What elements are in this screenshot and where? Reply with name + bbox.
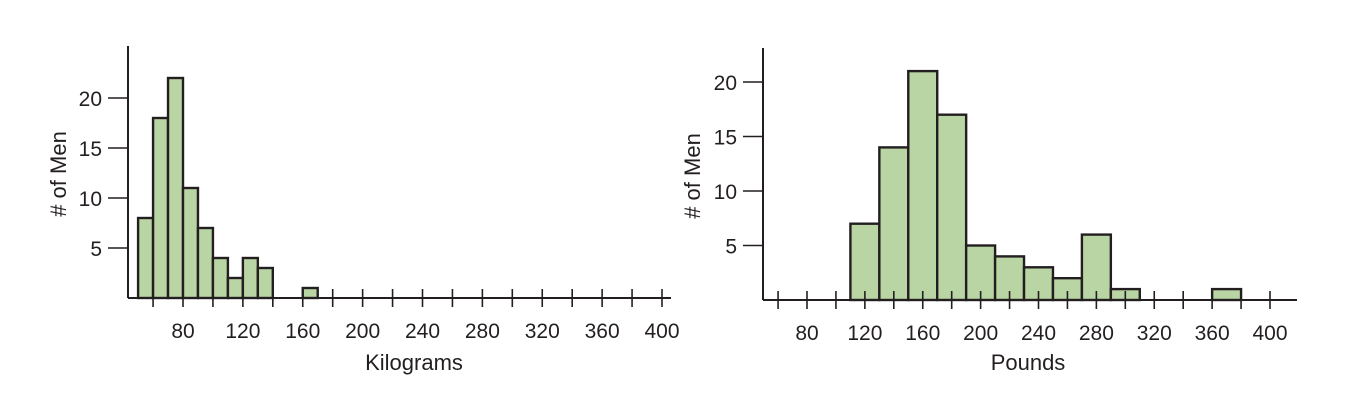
bars-group <box>136 76 319 300</box>
histogram-bar <box>151 116 170 300</box>
x-tick-label: 280 <box>1079 322 1114 345</box>
x-tick-label: 160 <box>905 322 940 345</box>
y-tick-label: 5 <box>90 238 102 261</box>
histogram-bar <box>211 256 230 300</box>
x-tick-label: 240 <box>405 320 440 343</box>
histogram-bar <box>181 186 200 300</box>
histogram-bar <box>256 266 275 300</box>
x-axis-label: Kilograms <box>365 350 463 375</box>
y-tick-label: 15 <box>714 127 737 150</box>
histogram-bar <box>878 146 910 302</box>
y-ticks-group: 5 10 15 20 <box>79 88 128 261</box>
x-tick-label: 400 <box>1252 322 1287 345</box>
histogram-bar <box>226 276 245 300</box>
x-tick-label: 240 <box>1021 322 1056 345</box>
x-tick-label: 120 <box>225 320 260 343</box>
histogram-bar <box>166 76 185 300</box>
pounds-histogram: 5 10 15 20 80 120 160 200 240 280 320 360 400 Pound… <box>680 48 1297 375</box>
histogram-bar <box>1080 233 1113 302</box>
histogram-bar <box>196 226 215 300</box>
histogram-bar <box>964 244 997 302</box>
x-tick-label: 400 <box>644 320 679 343</box>
x-tick-label: 200 <box>963 322 998 345</box>
x-tick-label: 160 <box>285 320 320 343</box>
y-tick-label: 20 <box>79 88 102 111</box>
y-tick-label: 10 <box>714 181 737 204</box>
y-tick-label: 10 <box>79 188 102 211</box>
histogram-bar <box>849 222 881 302</box>
x-tick-label: 360 <box>585 320 620 343</box>
kilograms-histogram: 5 10 15 20 80 120 160 200 240 280 320 360 400 Kilog… <box>46 46 680 375</box>
x-axis-label: Pounds <box>991 350 1066 375</box>
y-tick-label: 20 <box>714 72 737 95</box>
x-tick-label: 320 <box>525 320 560 343</box>
x-tick-label: 80 <box>171 320 194 343</box>
y-axis-label: # of Men <box>46 131 71 217</box>
y-tick-label: 5 <box>725 236 737 259</box>
x-tick-label: 360 <box>1195 322 1230 345</box>
x-tick-label: 80 <box>795 322 818 345</box>
bars-group <box>849 69 1243 302</box>
y-axis-label: # of Men <box>680 133 705 219</box>
y-tick-label: 15 <box>79 138 102 161</box>
histogram-bar <box>936 113 968 302</box>
histogram-bar <box>136 216 155 300</box>
histogram-bar <box>1210 287 1243 302</box>
histogram-bar <box>907 69 939 302</box>
x-tick-label: 320 <box>1137 322 1172 345</box>
x-ticks-group: 80 120 160 200 240 280 320 360 400 <box>152 289 680 343</box>
x-tick-label: 280 <box>465 320 500 343</box>
x-tick-label: 200 <box>345 320 380 343</box>
x-tick-label: 120 <box>847 322 882 345</box>
x-ticks-group: 80 120 160 200 240 280 320 360 400 <box>777 291 1288 345</box>
histogram-bar <box>301 286 319 300</box>
histogram-bar <box>241 256 260 300</box>
y-ticks-group: 5 10 15 20 <box>714 72 763 259</box>
